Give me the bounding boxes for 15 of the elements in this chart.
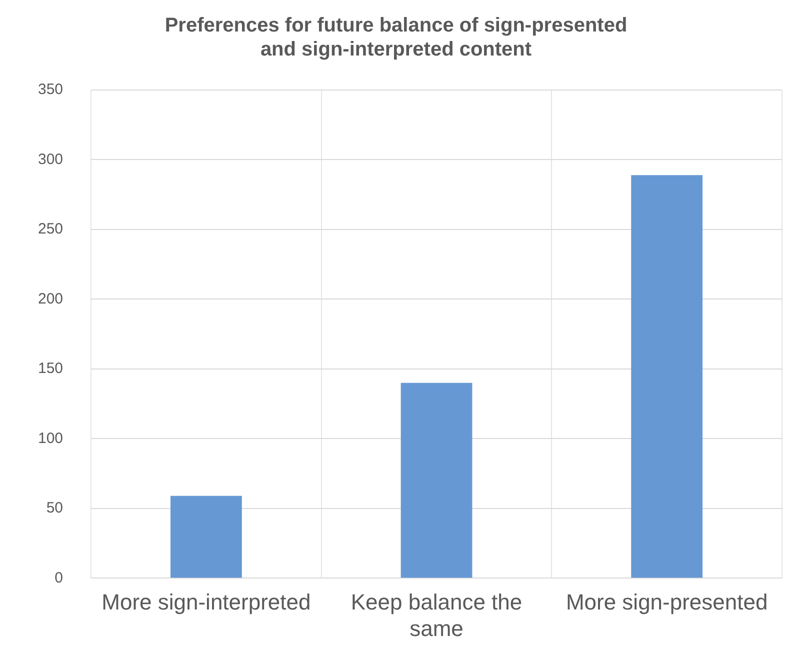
y-tick-label: 0 bbox=[54, 569, 64, 586]
bar bbox=[400, 382, 472, 578]
y-tick-label: 350 bbox=[38, 81, 64, 98]
y-tick-label: 100 bbox=[38, 430, 64, 447]
y-tick-label: 200 bbox=[38, 290, 64, 308]
y-tick-label: 250 bbox=[38, 220, 64, 238]
chart-title: Preferences for future balance of sign-presented and sign-interpreted content bbox=[164, 14, 628, 61]
bar bbox=[170, 496, 242, 578]
x-tick-label: Keep balance the same bbox=[350, 589, 522, 641]
y-tick-label: 300 bbox=[38, 150, 64, 168]
bar bbox=[631, 175, 703, 578]
x-tick-label: More sign-interpreted bbox=[102, 589, 311, 614]
y-tick-label: 50 bbox=[46, 500, 64, 517]
y-tick-label: 150 bbox=[38, 360, 64, 378]
x-tick-label: More sign-presented bbox=[566, 589, 768, 614]
